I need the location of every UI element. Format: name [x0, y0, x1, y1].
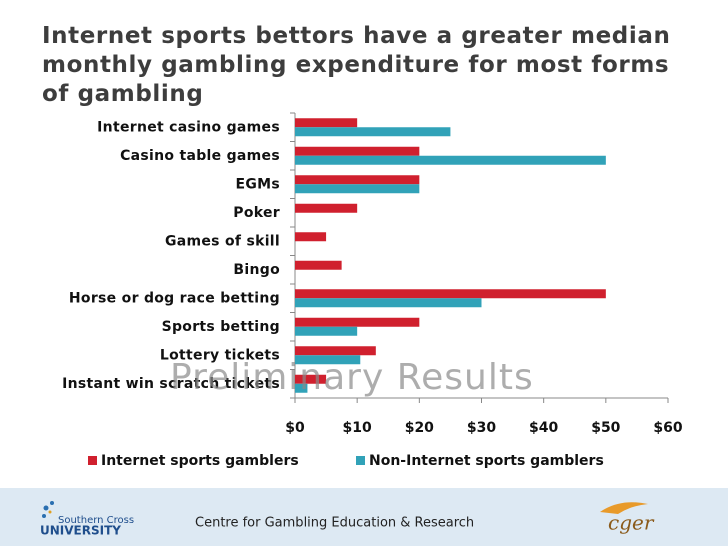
- bar: [295, 146, 420, 156]
- y-tick-label: Instant win scratch tickets: [62, 376, 280, 392]
- logo-text: cger: [608, 511, 655, 535]
- x-tick-label: $60: [653, 420, 682, 436]
- x-tick-label: $50: [591, 420, 620, 436]
- y-tick-label: Sports betting: [162, 319, 280, 335]
- y-tick-label: Poker: [233, 205, 280, 221]
- y-tick-label: Casino table games: [120, 148, 280, 164]
- logo-text: UNIVERSITY: [40, 524, 121, 538]
- y-tick-label: Lottery tickets: [160, 347, 280, 363]
- bar: [295, 326, 358, 336]
- legend-swatch: [88, 456, 97, 465]
- x-tick-label: $10: [343, 420, 372, 436]
- bar: [295, 383, 308, 393]
- cger-logo: cger: [600, 502, 655, 535]
- x-tick-label: $0: [285, 420, 305, 436]
- bar: [295, 155, 606, 165]
- bar: [295, 346, 376, 356]
- legend-swatch: [356, 456, 365, 465]
- y-tick-label: Games of skill: [165, 233, 280, 249]
- footer-band: [0, 488, 728, 546]
- bar: [295, 232, 327, 242]
- footer-text: Centre for Gambling Education & Research: [195, 516, 474, 531]
- x-tick-label: $20: [405, 420, 434, 436]
- logo-text: Southern Cross: [58, 515, 134, 526]
- annotation: Preliminary Results: [170, 357, 534, 398]
- bar: [295, 260, 342, 270]
- legend-label: Non-Internet sports gamblers: [369, 453, 604, 469]
- bar: [295, 289, 606, 299]
- x-tick-label: $30: [467, 420, 496, 436]
- y-tick-label: Horse or dog race betting: [69, 290, 280, 306]
- bar: [295, 355, 361, 365]
- bar: [295, 184, 420, 194]
- y-tick-label: Internet casino games: [97, 119, 280, 135]
- bar: [295, 203, 358, 213]
- bar: [295, 298, 482, 308]
- bar: [295, 175, 420, 185]
- chart-title: Internet sports bettors have a greater m…: [42, 23, 671, 107]
- y-tick-label: Bingo: [233, 262, 280, 278]
- y-tick-label: EGMs: [235, 176, 280, 192]
- x-tick-label: $40: [529, 420, 558, 436]
- bar: [295, 118, 358, 128]
- bar: [295, 317, 420, 327]
- legend-label: Internet sports gamblers: [101, 453, 299, 469]
- scu-logo: Southern Cross UNIVERSITY: [40, 501, 134, 538]
- bar: [295, 374, 327, 384]
- bar: [295, 127, 451, 137]
